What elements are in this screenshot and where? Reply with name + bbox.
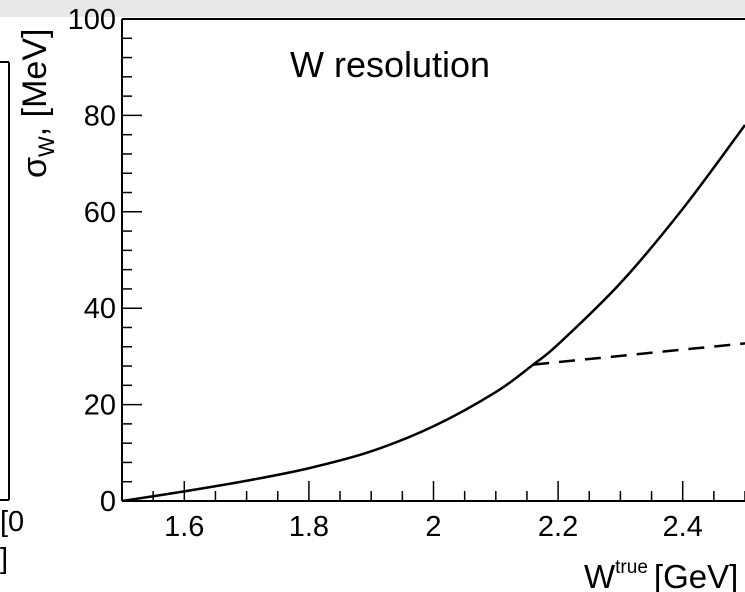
y-tick-label: 100 <box>68 4 116 36</box>
top-strip <box>0 0 745 17</box>
y-axis-title: σW, [MeV] <box>16 29 59 178</box>
x-tick-label: 2 <box>425 511 441 543</box>
y-axis-title-subscript: W <box>34 136 59 157</box>
y-axis-title-unit: , [MeV] <box>16 29 54 137</box>
y-tick-label: 80 <box>84 100 116 132</box>
axis-ticks <box>121 18 745 502</box>
x-tick-label: 1.6 <box>164 511 204 543</box>
tick-labels: 0 20 40 60 80 100 1.6 1.8 2 2.2 2.4 <box>68 4 703 543</box>
y-tick-label: 20 <box>84 390 116 422</box>
x-tick-label: 1.8 <box>289 511 329 543</box>
y-tick-label: 0 <box>100 486 116 518</box>
x-tick-label: 2.2 <box>538 511 578 543</box>
x-axis-title-superscript: true <box>615 557 648 578</box>
x-axis-title-unit: [GeV] <box>654 558 738 592</box>
left-panel-fragment-2: ] <box>0 543 8 575</box>
chart-title: W resolution <box>290 44 490 85</box>
y-tick-label: 60 <box>84 197 116 229</box>
dashed-series-line <box>533 342 745 366</box>
x-tick-label: 2.4 <box>663 511 703 543</box>
y-axis-title-base: σ <box>16 157 54 178</box>
x-axis-title-base: W <box>584 558 616 592</box>
solid-series-line <box>121 124 745 503</box>
y-tick-label: 40 <box>84 293 116 325</box>
x-axis-title: Wtrue [GeV] <box>584 557 738 592</box>
series-group <box>121 124 745 503</box>
left-panel-fragment-1: [0 <box>0 506 24 538</box>
